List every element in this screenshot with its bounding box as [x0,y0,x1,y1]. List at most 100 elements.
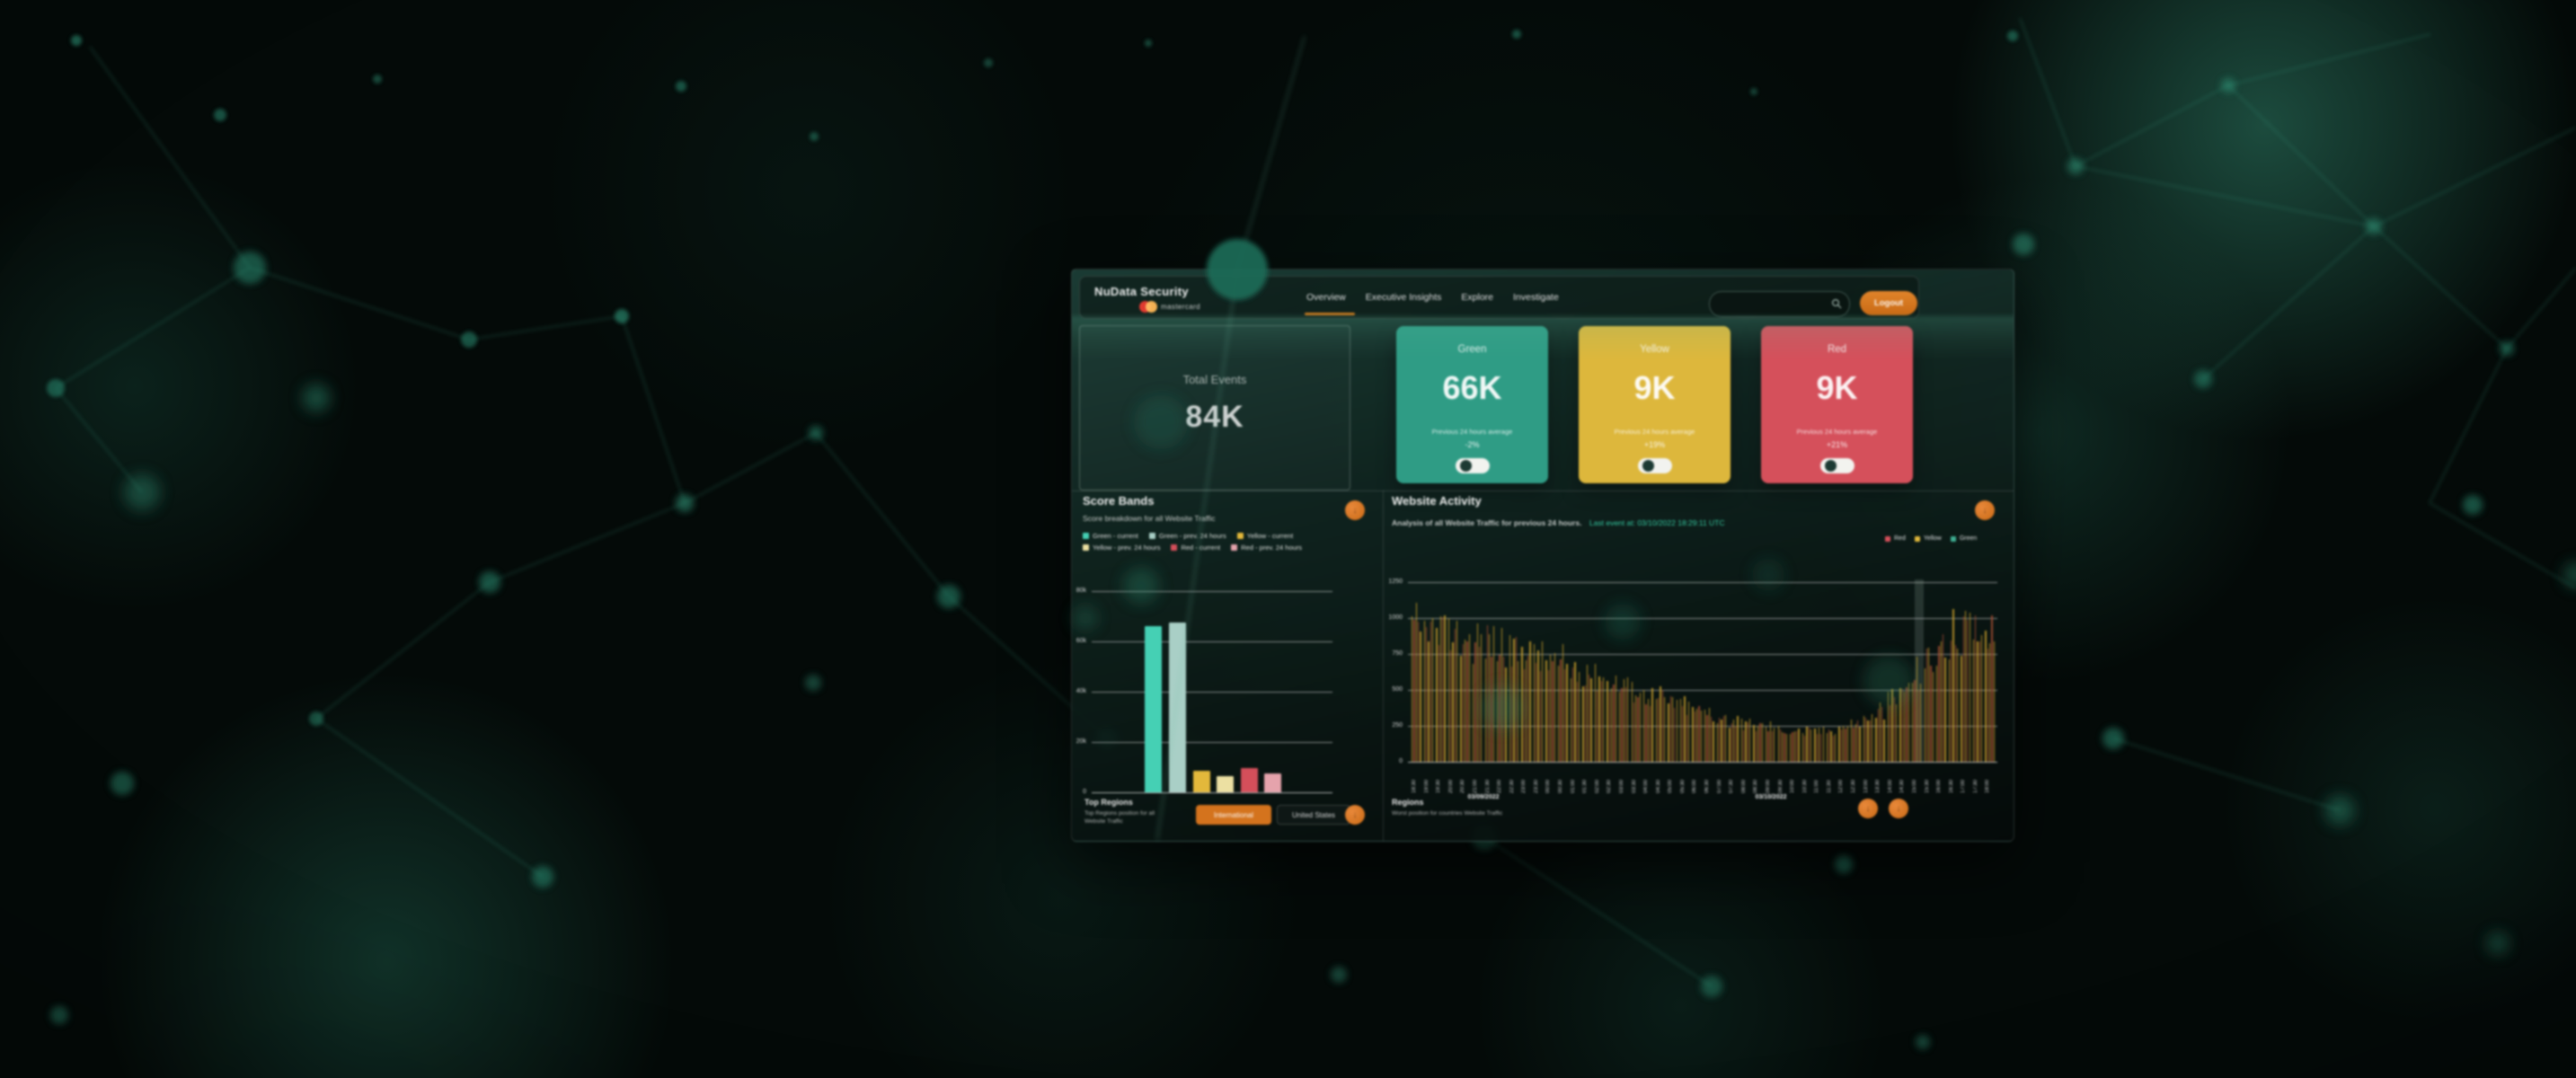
activity-chart-gridline [1408,762,1997,763]
kpi-card-subtitle: Previous 24 hours average [1796,428,1878,436]
activity-stem [1883,720,1885,762]
activity-stem [1621,688,1623,762]
legend-swatch-icon [1148,533,1155,539]
regions-action-icon-1[interactable]: ↓ [1858,799,1878,818]
legend-swatch-icon [1083,544,1089,551]
bar-yellow-current [1193,771,1210,792]
activity-stem [1757,725,1759,762]
activity-stem [1682,706,1684,762]
activity-stem [1698,705,1700,762]
activity-stem [1576,682,1578,762]
kpi-card-green: Green 66K Previous 24 hours average -2% [1396,326,1548,483]
activity-stem [1989,643,1991,762]
region-filter-international[interactable]: International [1196,805,1271,825]
activity-stem [1779,729,1782,762]
activity-stem [1731,722,1732,762]
kpi-card-delta: -2% [1465,440,1480,449]
top-regions-subtitle-line1: Top Regions position for all [1084,810,1155,817]
bar-red-prev-24-hours [1264,773,1281,792]
green-toggle[interactable] [1455,458,1490,473]
activity-stem [1952,609,1954,762]
activity-stem [1563,668,1566,762]
activity-stem [1586,664,1589,762]
activity-stem [1468,633,1470,762]
activity-stem [1967,619,1969,762]
mastercard-logo: mastercard [1139,300,1200,313]
kpi-card-value: 66K [1442,369,1502,406]
activity-stem [1600,680,1602,762]
activity-stem [1978,641,1981,762]
top-regions-action-icon[interactable]: ↓ [1345,805,1365,825]
activity-stem [1810,729,1812,762]
activity-stem [1753,724,1755,762]
activity-stem [1481,633,1483,762]
activity-stem [1439,615,1442,762]
activity-stem [1901,689,1903,762]
search-input[interactable] [1719,294,1828,314]
activity-chart-ytick: 1000 [1388,614,1403,621]
bar-chart-gridline [1092,641,1332,642]
activity-stem [1903,692,1906,762]
activity-stem [1735,725,1737,762]
activity-stem [1891,688,1893,762]
legend-label: Yellow [1923,535,1942,542]
regions-subtitle: Worst position for countries Website Tra… [1392,810,1503,817]
website-activity-export-icon[interactable]: ↓ [1975,500,1995,520]
legend-item: Green - prev. 24 hours [1148,532,1226,540]
activity-stem [1908,682,1909,762]
activity-stem [1785,734,1788,762]
activity-stem [1962,615,1964,762]
activity-stem [1863,715,1864,762]
activity-stem [1417,622,1420,762]
activity-stem [1692,707,1694,762]
activity-stem [1987,649,1989,762]
activity-stem [1452,641,1454,762]
activity-stem [1554,653,1555,762]
activity-stem [1906,687,1908,762]
activity-stem [1879,702,1881,762]
activity-stem [1956,648,1959,762]
activity-stem [1845,728,1846,762]
activity-stem [1472,663,1474,762]
nav-item-overview[interactable]: Overview [1305,288,1355,315]
top-regions-title: Top Regions [1084,798,1133,807]
yellow-toggle[interactable] [1637,458,1672,473]
nav-item-executive-insights[interactable]: Executive Insights [1365,292,1442,303]
logout-button[interactable]: Logout [1860,291,1917,315]
activity-chart-gridline [1408,690,1997,691]
bar-yellow-prev-24-hours [1217,775,1234,792]
regions-action-icon-2[interactable]: ↓ [1889,799,1908,818]
activity-chart-gridline [1408,654,1997,655]
activity-stem [1835,734,1837,762]
nav-item-investigate[interactable]: Investigate [1513,292,1559,303]
activity-stem [1618,692,1621,762]
score-bands-export-icon[interactable]: ↓ [1345,500,1365,520]
activity-stem [1948,659,1951,762]
activity-stem [1936,666,1938,762]
legend-item: Red [1885,535,1906,542]
activity-stem [1729,727,1731,762]
nav-item-explore[interactable]: Explore [1461,292,1494,303]
red-toggle[interactable] [1819,458,1855,473]
bar-green-current [1145,626,1162,792]
activity-stem [1710,717,1713,762]
legend-swatch-icon [1914,535,1920,542]
activity-stem [1975,615,1977,762]
activity-stem [1635,694,1637,762]
search-icon[interactable] [1831,298,1842,309]
chart-highlight-band [1915,579,1924,762]
activity-stem [1420,631,1421,762]
mastercard-wordmark: mastercard [1161,302,1201,311]
activity-stem [1686,714,1688,762]
activity-stem [1450,649,1452,762]
activity-stem [1755,730,1757,762]
vertical-divider [1383,490,1384,841]
kpi-card-delta: +19% [1643,440,1666,449]
bar-red-current [1241,768,1258,792]
legend-item: Yellow - current [1236,532,1293,540]
activity-stem [1859,726,1861,762]
activity-stem [1771,731,1774,762]
kpi-card-value: 9K [1633,369,1676,406]
activity-stem [1920,684,1922,762]
website-activity-legend: Red Yellow Green [1885,535,1977,542]
